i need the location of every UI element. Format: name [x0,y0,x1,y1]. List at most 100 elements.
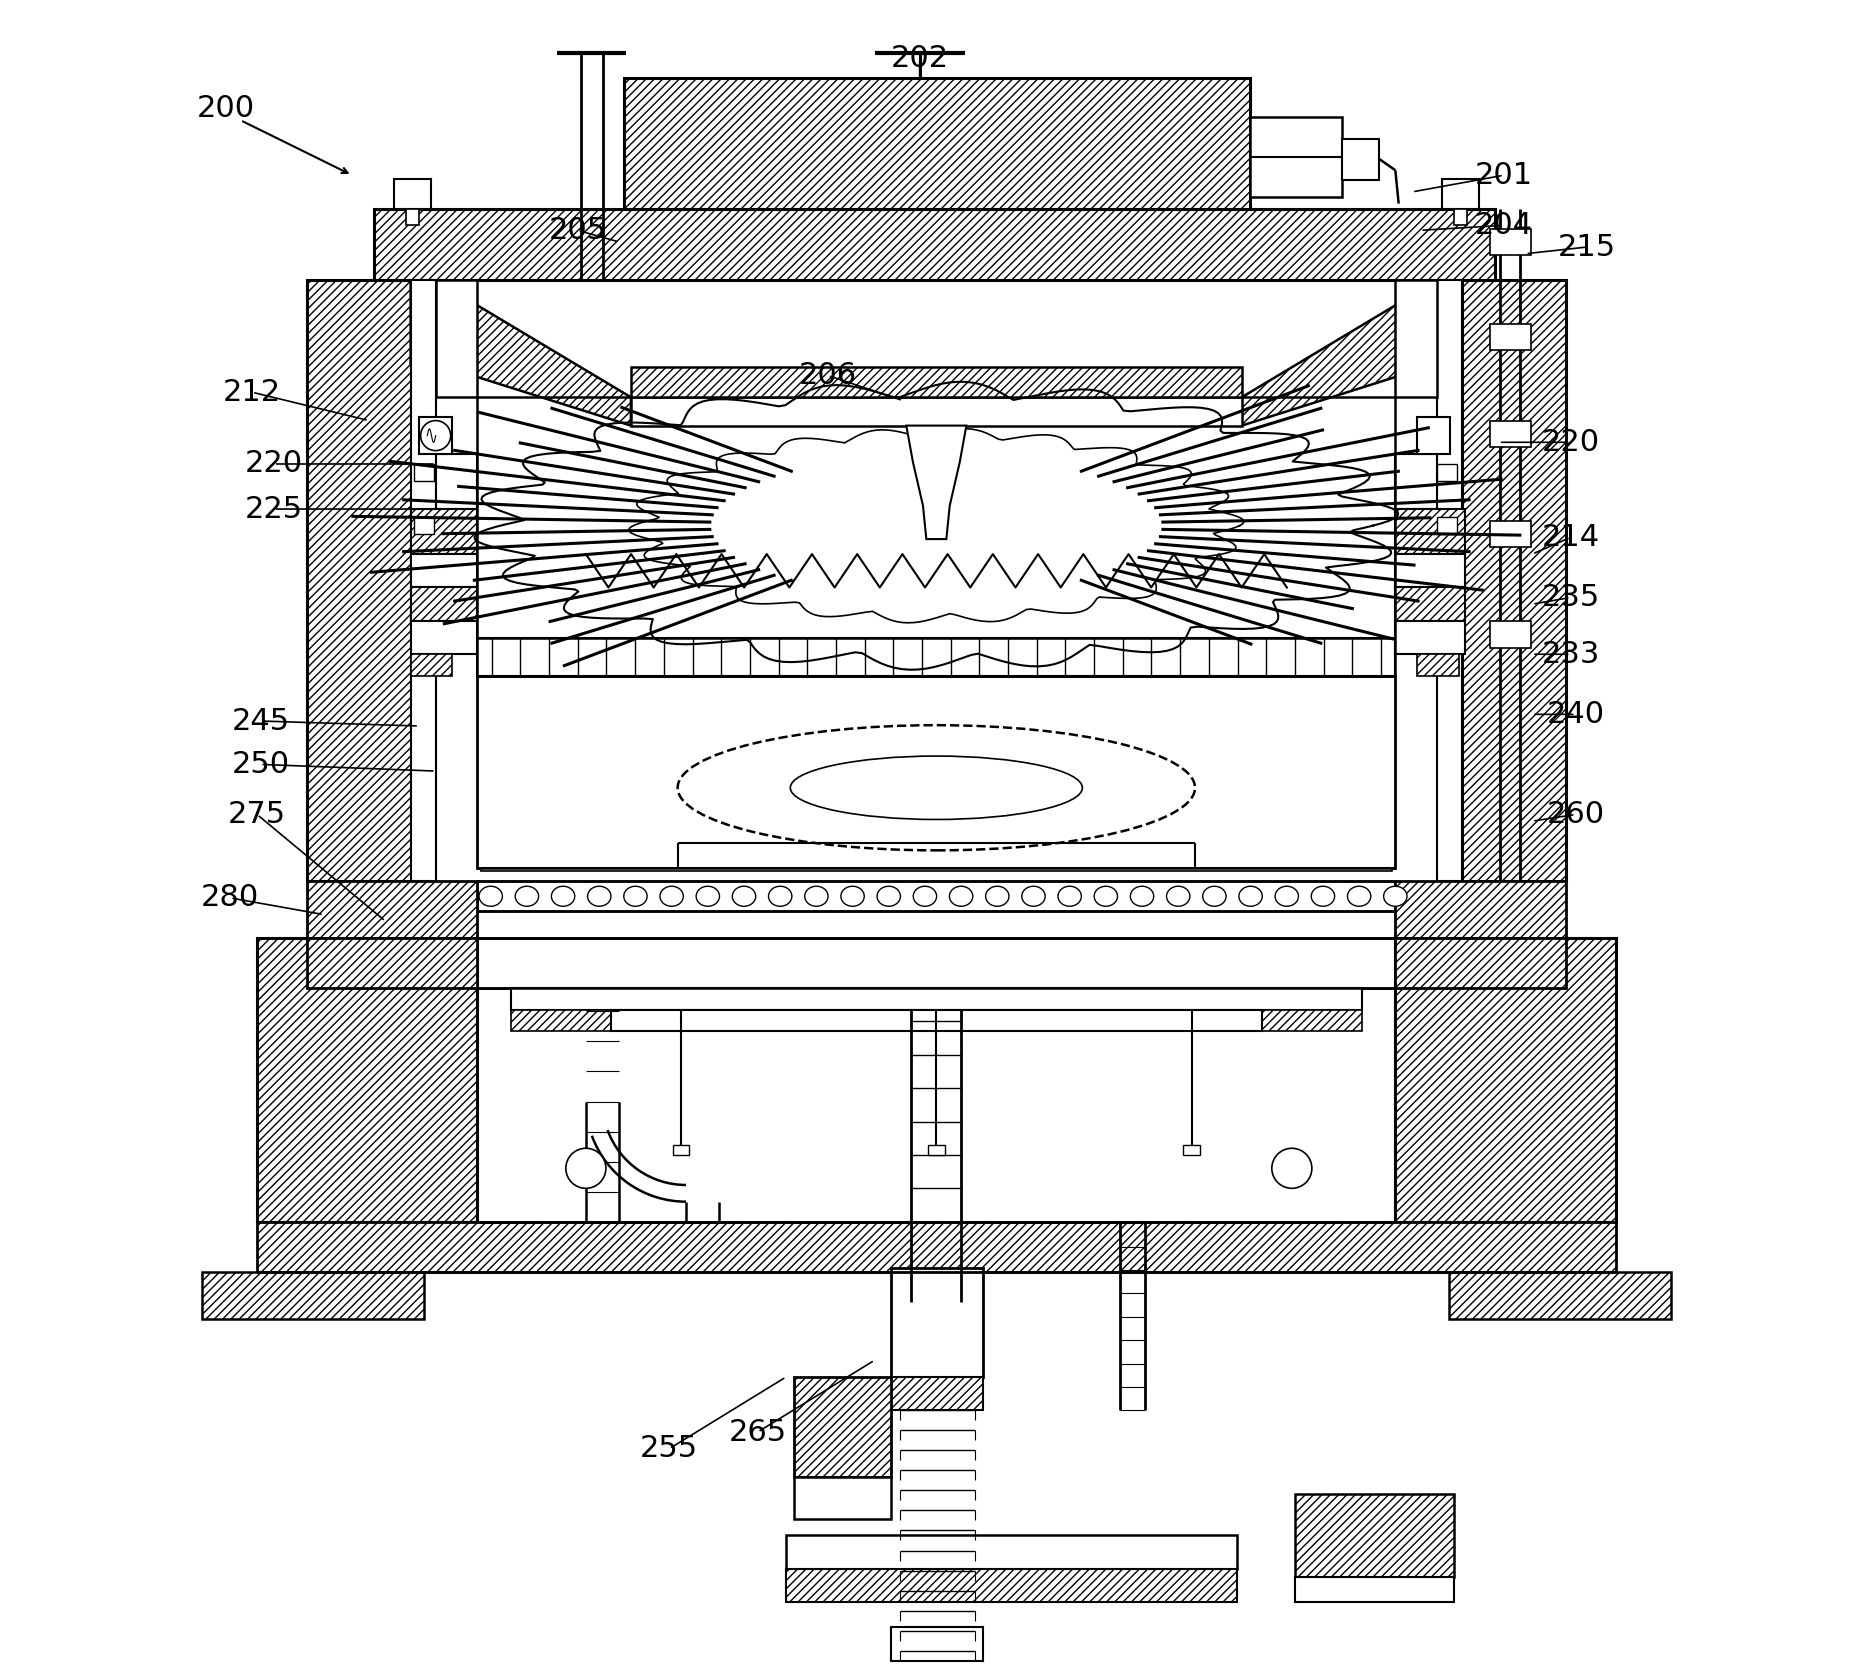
Ellipse shape [1311,886,1334,906]
Bar [1395,938,1566,988]
Ellipse shape [913,886,937,906]
Bar [787,1535,1235,1569]
Bar [410,554,477,587]
Text: 206: 206 [798,361,857,391]
Text: 280: 280 [200,883,260,913]
Text: 235: 235 [1542,582,1599,613]
Bar [477,638,1395,676]
Bar [1490,521,1530,547]
Ellipse shape [1022,886,1044,906]
Text: 205: 205 [547,215,607,245]
Bar [477,881,1395,911]
Ellipse shape [1130,886,1154,906]
Ellipse shape [677,724,1195,850]
Ellipse shape [479,886,503,906]
Bar [410,509,477,554]
Ellipse shape [805,886,827,906]
Ellipse shape [1167,886,1189,906]
Bar [672,1145,688,1155]
Bar [1490,621,1530,648]
Bar [1395,621,1465,654]
Bar [510,988,1362,1010]
Text: 240: 240 [1545,699,1605,729]
Bar [258,938,477,1222]
Text: 260: 260 [1545,799,1605,829]
Ellipse shape [551,886,575,906]
Bar [631,367,1241,397]
Text: 250: 250 [232,749,289,779]
Bar [1395,554,1465,587]
Ellipse shape [733,886,755,906]
Text: 275: 275 [228,799,286,829]
Ellipse shape [516,886,538,906]
Ellipse shape [660,886,683,906]
Ellipse shape [877,886,900,906]
Ellipse shape [1094,886,1117,906]
Bar [794,1377,890,1477]
Bar [410,587,477,621]
Bar [928,1145,944,1155]
Bar [477,938,1395,988]
Bar [306,280,410,881]
Bar [787,1569,1235,1602]
Bar [1415,417,1449,454]
Bar [890,1377,983,1410]
Bar [419,417,453,454]
Bar [890,1627,983,1661]
Ellipse shape [1382,886,1406,906]
Bar [258,1222,1614,1272]
Text: 202: 202 [890,43,948,73]
Text: 220: 220 [1542,427,1599,457]
Bar [477,676,1395,868]
Circle shape [566,1148,605,1188]
Bar [1395,938,1614,1222]
Bar [1436,464,1456,481]
Text: 233: 233 [1540,639,1599,669]
Bar [623,78,1250,209]
Bar [1452,209,1465,225]
Bar [1415,654,1458,676]
Bar [1462,280,1566,881]
Ellipse shape [623,886,647,906]
Ellipse shape [588,886,610,906]
Bar [1183,1145,1200,1155]
Text: 255: 255 [640,1434,697,1464]
Ellipse shape [696,886,720,906]
Bar [610,1010,1261,1031]
Bar [410,621,477,654]
Bar [1395,454,1436,509]
Polygon shape [905,426,966,539]
Text: 220: 220 [245,449,302,479]
Bar [1261,1010,1362,1031]
Bar [1395,587,1465,621]
Bar [414,464,434,481]
Bar [480,868,1391,871]
Bar [1395,509,1465,554]
Bar [406,209,419,225]
Text: 204: 204 [1475,210,1532,240]
Bar [1295,1494,1452,1577]
Bar [794,1477,890,1519]
Bar [410,280,436,881]
Ellipse shape [768,886,792,906]
Circle shape [1271,1148,1311,1188]
Text: 265: 265 [729,1417,787,1447]
Polygon shape [1241,280,1462,426]
Bar [1436,280,1462,881]
Bar [414,517,434,534]
Bar [1449,1272,1670,1319]
Text: 245: 245 [232,706,289,736]
Text: 200: 200 [197,93,254,124]
Bar [306,881,477,938]
Bar [1341,139,1378,180]
Bar [890,1268,983,1377]
Bar [1490,229,1530,255]
Bar [510,1010,610,1031]
Polygon shape [410,280,631,426]
Ellipse shape [1274,886,1298,906]
Bar [373,209,1495,280]
Bar [1490,324,1530,350]
Text: 214: 214 [1542,522,1599,552]
Text: 212: 212 [223,377,280,407]
Text: 215: 215 [1558,232,1616,262]
